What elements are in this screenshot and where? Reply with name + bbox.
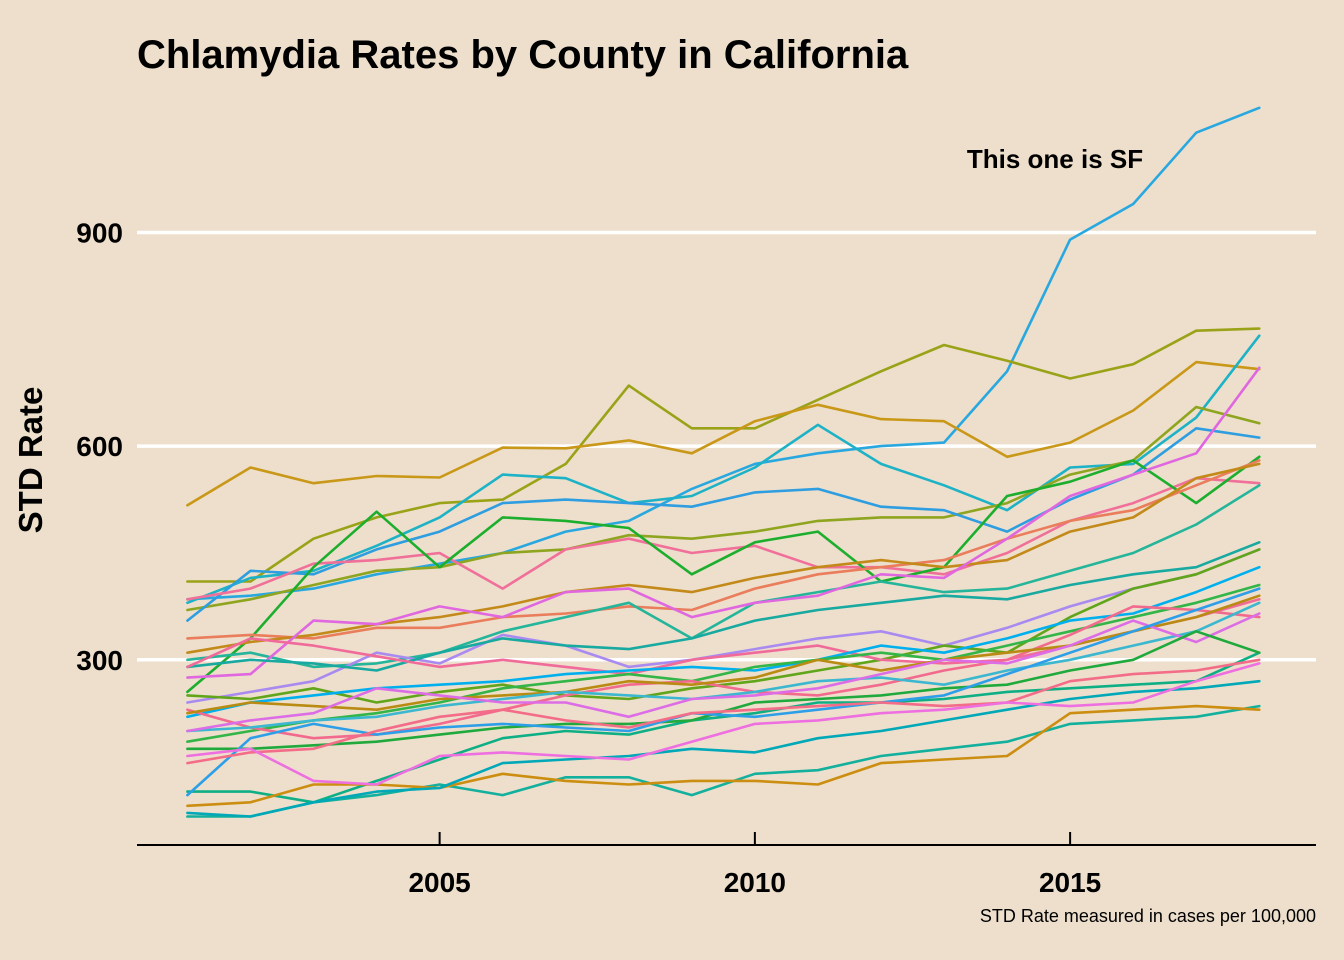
y-tick-label: 900 — [76, 217, 123, 248]
series-line-17 — [186, 565, 1261, 719]
series-line-8 — [186, 455, 1261, 694]
series-line-3 — [186, 360, 1261, 507]
series-line-26 — [186, 658, 1261, 765]
series-line-5 — [186, 405, 1261, 612]
y-tick-label: 300 — [76, 645, 123, 676]
series-line-10 — [186, 462, 1261, 655]
series-line-30 — [186, 662, 1261, 786]
x-tick-label: 2015 — [1039, 867, 1101, 898]
series-line-4 — [186, 334, 1261, 605]
series-line-27 — [186, 704, 1261, 818]
y-axis-label: STD Rate — [12, 387, 49, 534]
series-line-14 — [186, 540, 1261, 672]
series-line-1 — [186, 106, 1261, 601]
series-line-9 — [186, 459, 1261, 640]
x-tick-label: 2005 — [408, 867, 470, 898]
series-line-13 — [186, 366, 1261, 679]
grid-lines — [137, 230, 1316, 662]
axes: 300 600 900 2005 2010 2015 — [76, 217, 1316, 898]
series-line-2 — [186, 327, 1261, 583]
series-line-24 — [186, 629, 1261, 751]
series-line-21 — [186, 601, 1261, 733]
series-line-15 — [186, 548, 1261, 704]
y-tick-label: 600 — [76, 431, 123, 462]
chart-caption: STD Rate measured in cases per 100,000 — [980, 906, 1316, 926]
series-line-12 — [186, 548, 1261, 704]
series-line-11 — [186, 483, 1261, 669]
series-line-22 — [186, 612, 1261, 733]
sf-annotation: This one is SF — [967, 144, 1143, 174]
series-line-6 — [186, 426, 1261, 622]
chart-title: Chlamydia Rates by County in California — [137, 33, 909, 77]
x-tick-label: 2010 — [724, 867, 786, 898]
series-line-20 — [186, 594, 1261, 715]
series-layer — [186, 106, 1261, 818]
series-line-29 — [186, 679, 1261, 818]
